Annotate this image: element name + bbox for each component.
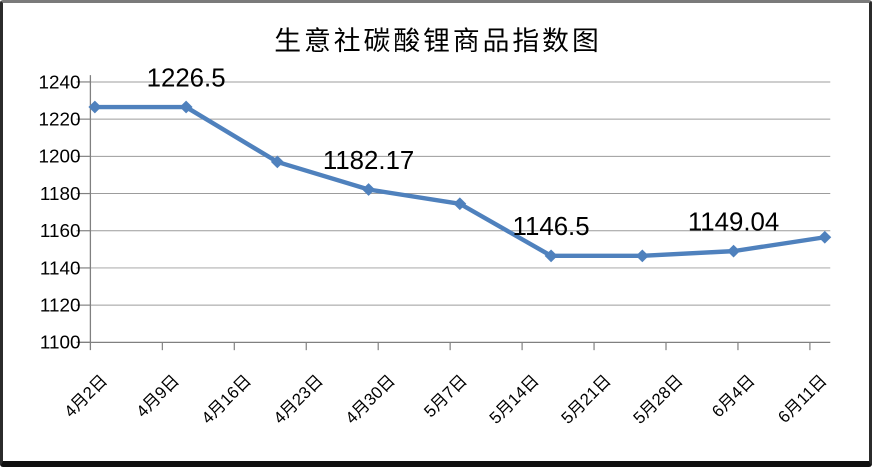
y-tick-label: 1140 [40,257,81,278]
y-tick-label: 1200 [38,146,80,167]
x-tick-label: 6月11日 [774,371,830,427]
data-point-marker [544,249,558,263]
series-group [88,100,832,263]
x-tick-label: 4月23日 [270,371,327,428]
y-tick-label: 1220 [38,109,80,130]
x-tick-label: 5月21日 [557,371,614,428]
x-tick-label: 4月16日 [198,371,255,428]
axes-group [76,75,831,351]
data-point-marker [818,230,832,244]
data-point-marker [88,100,102,114]
gridlines-group [90,81,831,306]
x-tick-label: 6月4日 [708,371,759,421]
x-tick-label: 5月14日 [486,371,543,428]
x-tick-label: 4月9日 [132,371,183,421]
y-tick-label: 1160 [40,220,81,241]
x-tick-label: 5月7日 [420,371,471,421]
data-point-label: 1146.5 [513,213,590,241]
x-tick-label: 4月2日 [60,371,111,421]
data-point-label: 1226.5 [147,65,226,93]
y-tick-label: 1240 [38,71,80,92]
y-tick-label: 1120 [40,295,81,316]
x-tick-label: 5月28日 [629,371,686,428]
x-tick-label: 4月30日 [342,371,399,428]
y-tick-label: 1180 [40,183,81,204]
data-point-marker [270,155,284,169]
data-point-marker [362,183,376,196]
y-tick-label: 1100 [40,332,81,353]
data-point-marker [635,249,649,263]
line-chart: 生意社碳酸锂商品指数图 1100 1120 1140 1160 1180 1200 1220… [38,26,832,428]
data-point-label: 1149.04 [688,209,779,237]
data-point-label: 1182.17 [323,147,414,175]
chart-title: 生意社碳酸锂商品指数图 [274,26,601,57]
data-point-marker [727,244,741,258]
